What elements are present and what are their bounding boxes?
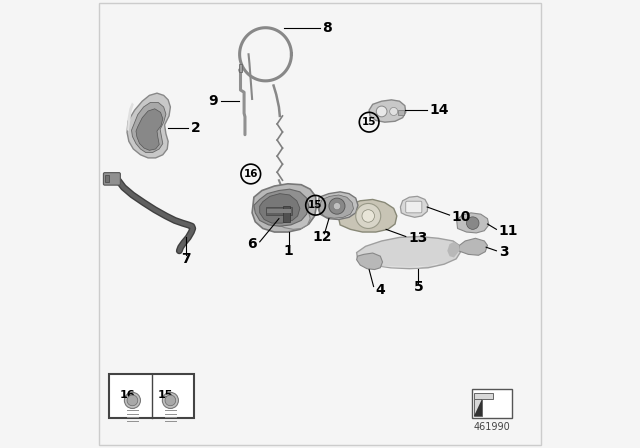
Bar — [168, 396, 173, 409]
Text: 11: 11 — [499, 224, 518, 238]
Circle shape — [333, 202, 340, 210]
Polygon shape — [318, 192, 358, 220]
Polygon shape — [369, 100, 406, 122]
Text: 16: 16 — [120, 390, 136, 400]
FancyBboxPatch shape — [406, 201, 422, 213]
Circle shape — [376, 106, 387, 117]
Polygon shape — [319, 195, 353, 218]
Bar — [398, 110, 404, 115]
Text: 9: 9 — [209, 94, 218, 108]
Circle shape — [467, 217, 479, 229]
Polygon shape — [260, 194, 300, 223]
FancyBboxPatch shape — [104, 172, 120, 185]
Polygon shape — [365, 263, 440, 268]
Polygon shape — [276, 206, 310, 229]
Bar — [105, 175, 109, 182]
Text: 15: 15 — [158, 390, 173, 400]
Polygon shape — [356, 253, 383, 270]
Polygon shape — [447, 242, 460, 258]
Polygon shape — [401, 196, 428, 217]
Polygon shape — [127, 93, 170, 158]
Text: 14: 14 — [429, 103, 449, 117]
Bar — [268, 209, 291, 213]
Circle shape — [356, 203, 381, 228]
Polygon shape — [132, 103, 166, 152]
Text: 10: 10 — [452, 210, 471, 224]
Text: 1: 1 — [284, 244, 294, 258]
Bar — [284, 206, 290, 222]
Circle shape — [127, 395, 138, 406]
Text: 4: 4 — [376, 283, 385, 297]
Text: 7: 7 — [181, 252, 191, 266]
Text: 5: 5 — [413, 280, 423, 294]
Text: 3: 3 — [499, 245, 508, 258]
Polygon shape — [252, 184, 316, 232]
Text: 13: 13 — [408, 231, 428, 246]
Polygon shape — [474, 399, 482, 416]
Bar — [130, 396, 135, 409]
Polygon shape — [339, 199, 397, 232]
Circle shape — [165, 395, 176, 406]
Polygon shape — [457, 213, 489, 233]
Circle shape — [124, 392, 140, 409]
Bar — [474, 393, 493, 399]
Polygon shape — [127, 103, 134, 131]
Polygon shape — [356, 237, 461, 269]
Bar — [239, 64, 243, 72]
Text: 2: 2 — [191, 121, 200, 135]
Text: 12: 12 — [312, 230, 332, 245]
Polygon shape — [458, 238, 488, 255]
Text: 16: 16 — [244, 169, 258, 179]
Text: 6: 6 — [247, 237, 257, 251]
Bar — [109, 374, 194, 418]
Bar — [266, 207, 292, 215]
Circle shape — [362, 210, 374, 222]
Text: 8: 8 — [322, 22, 332, 35]
Polygon shape — [254, 189, 309, 226]
Polygon shape — [136, 109, 163, 151]
Bar — [474, 399, 482, 416]
Circle shape — [163, 392, 179, 409]
Text: 15: 15 — [308, 200, 323, 210]
Text: 15: 15 — [362, 117, 376, 127]
Circle shape — [390, 108, 397, 116]
Text: 461990: 461990 — [474, 422, 510, 432]
Bar — [472, 389, 512, 418]
Circle shape — [329, 198, 345, 214]
